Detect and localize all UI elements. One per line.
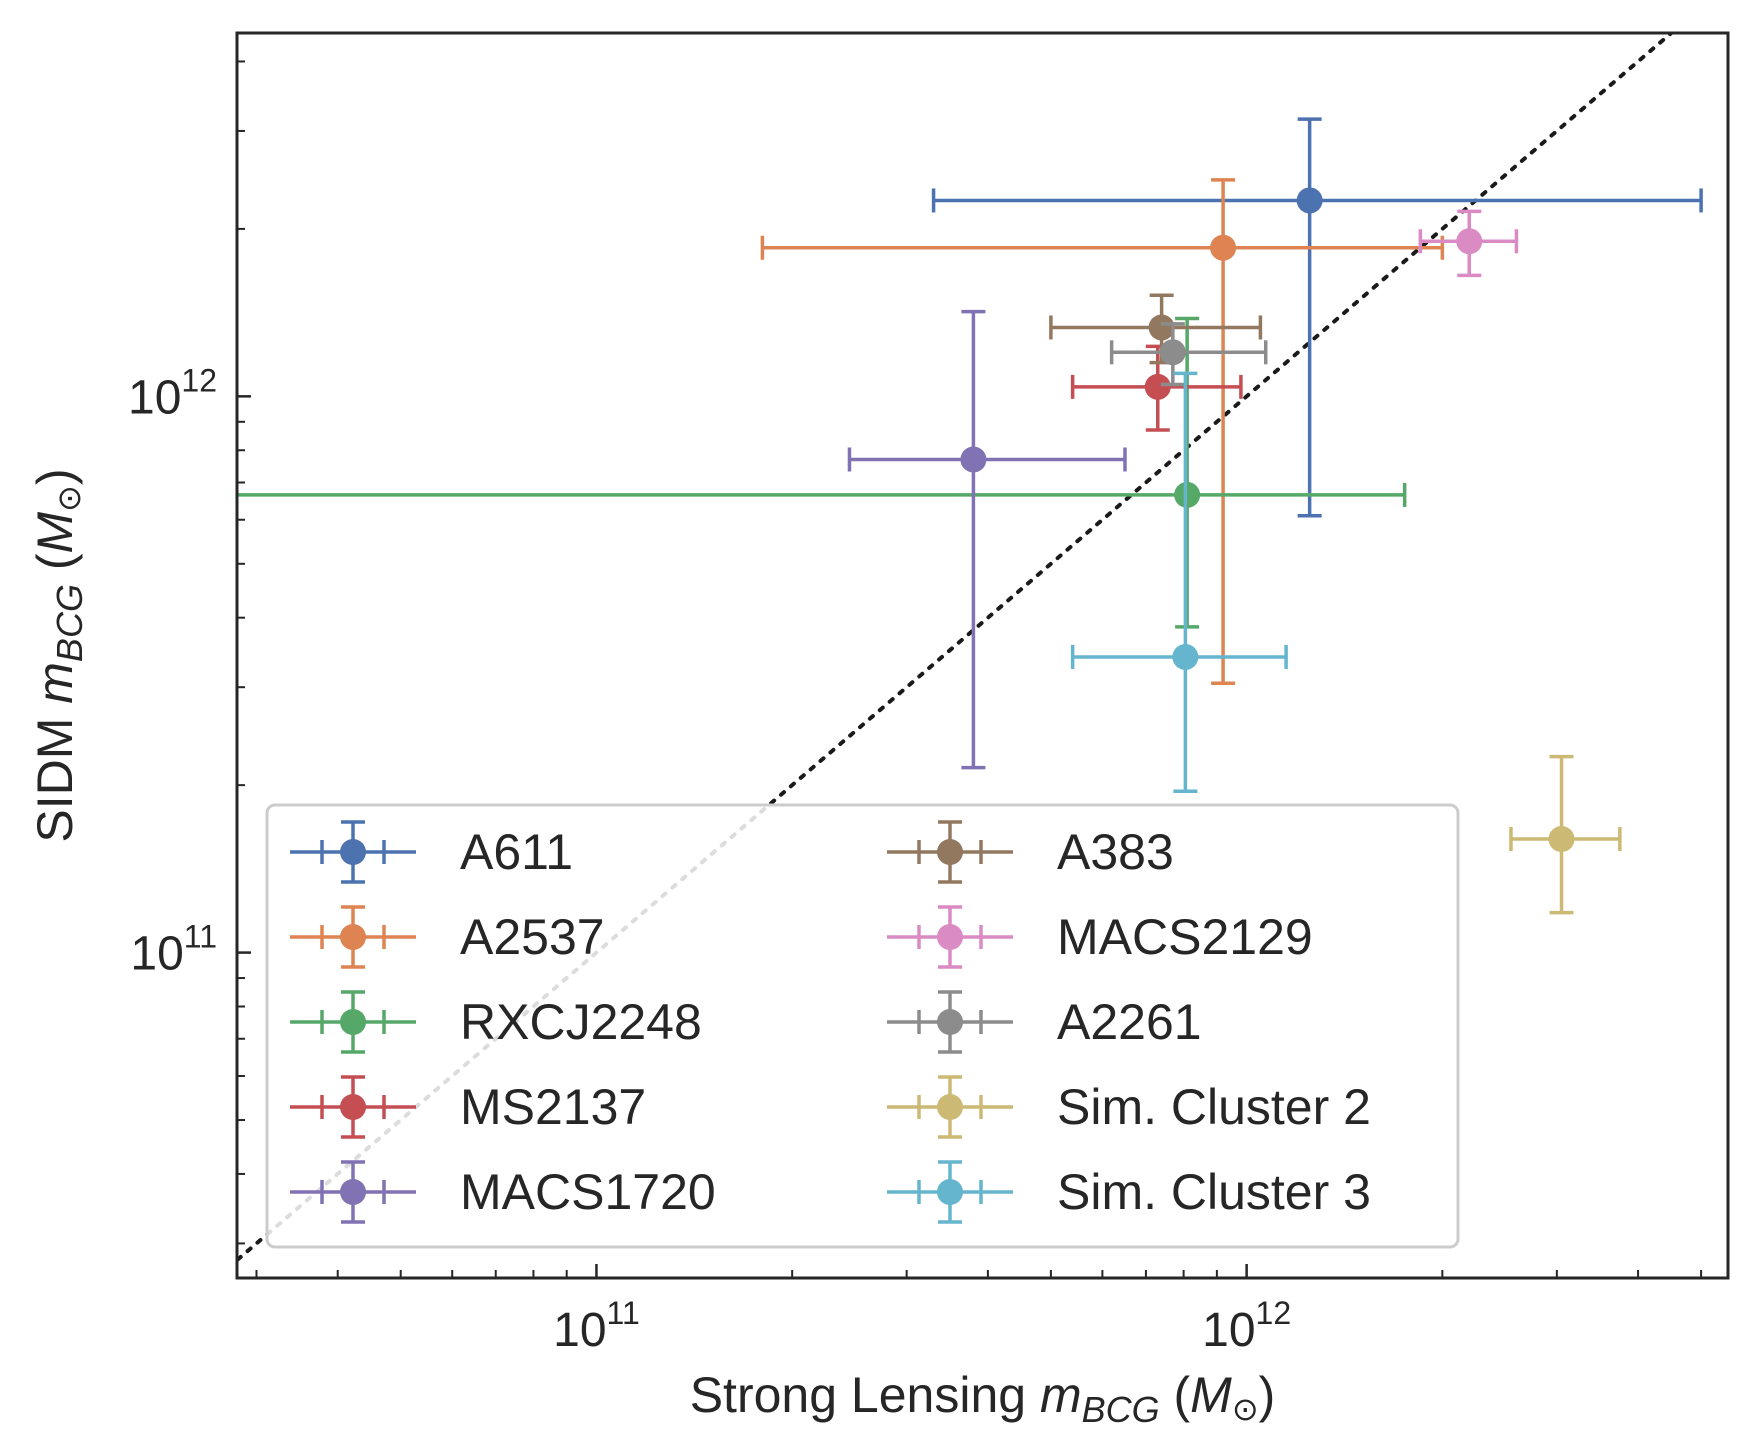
legend-marker (340, 1094, 366, 1120)
legend-label: MACS2129 (1057, 909, 1313, 965)
legend: A611 A2537 RXCJ2248 MS2137 MACS1720 A383 MACS2… (265, 803, 1460, 1249)
data-marker (1159, 339, 1186, 366)
legend-label: A383 (1057, 824, 1174, 880)
x-axis-label: Strong Lensing mBCG (M⊙) (690, 1367, 1276, 1430)
legend-marker (937, 924, 963, 950)
data-marker (1148, 314, 1175, 341)
legend-marker (937, 1094, 963, 1120)
legend-marker (937, 839, 963, 865)
data-marker (1548, 826, 1575, 853)
legend-marker (937, 1179, 963, 1205)
legend-label: A2261 (1057, 994, 1202, 1050)
data-marker (1456, 228, 1483, 255)
legend-entry: A2537 (290, 905, 605, 969)
legend-entry: RXCJ2248 (290, 990, 702, 1054)
legend-label: A2537 (460, 909, 605, 965)
legend-entry: A383 (887, 820, 1174, 884)
legend-entry: Sim. Cluster 2 (887, 1075, 1371, 1139)
x-tick-label: 1012 (1202, 1295, 1291, 1357)
legend-marker (340, 1009, 366, 1035)
y-tick-label: 1012 (128, 362, 217, 424)
legend-box (265, 803, 1460, 1249)
legend-marker (340, 839, 366, 865)
plot-frame (235, 31, 1730, 1280)
legend-marker (937, 1009, 963, 1035)
legend-label: RXCJ2248 (460, 994, 702, 1050)
data-point-a2537 (760, 178, 1445, 685)
legend-marker (340, 924, 366, 950)
legend-entry: A2261 (887, 990, 1202, 1054)
legend-entry: Sim. Cluster 3 (887, 1160, 1371, 1224)
data-point-sim-cluster-3 (1070, 371, 1288, 794)
data-point-a2261 (1109, 322, 1268, 387)
data-point-rxcj2248 (237, 316, 1407, 629)
data-marker (1296, 187, 1323, 214)
legend-label: A611 (460, 824, 573, 880)
axis-ticks (237, 60, 1703, 1278)
legend-entry: MACS1720 (290, 1160, 716, 1224)
data-point-macs2129 (1418, 209, 1519, 278)
data-marker (1144, 373, 1171, 400)
y-tick-label: 1011 (130, 919, 217, 981)
data-point-a611 (931, 117, 1703, 518)
data-layer (237, 33, 1703, 1263)
legend-label: MACS1720 (460, 1164, 716, 1220)
data-point-macs1720 (847, 309, 1127, 770)
legend-entry: MS2137 (290, 1075, 646, 1139)
legend-entry: MACS2129 (887, 905, 1313, 969)
legend-marker (340, 1179, 366, 1205)
data-marker (1172, 643, 1199, 670)
data-point-sim-cluster-2 (1509, 754, 1622, 915)
legend-label: Sim. Cluster 2 (1057, 1079, 1371, 1135)
data-marker (1210, 234, 1237, 261)
y-axis-label: SIDM mBCG (M⊙) (27, 468, 90, 842)
x-tick-label: 1011 (553, 1295, 640, 1357)
data-point-ms2137 (1070, 344, 1243, 432)
data-marker (960, 446, 987, 473)
legend-entry: A611 (290, 820, 573, 884)
legend-label: Sim. Cluster 3 (1057, 1164, 1371, 1220)
legend-label: MS2137 (460, 1079, 646, 1135)
